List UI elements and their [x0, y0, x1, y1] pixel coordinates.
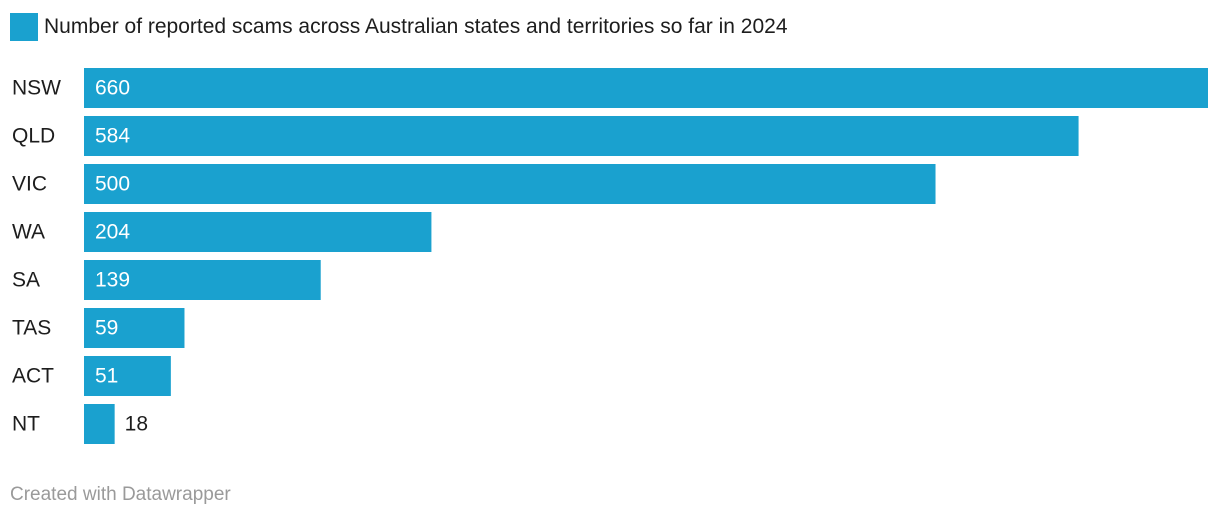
category-label: SA	[12, 269, 40, 292]
bar-nt	[84, 404, 115, 444]
chart-credit: Created with Datawrapper	[10, 484, 231, 505]
bar-nsw	[84, 68, 1208, 108]
value-label: 59	[95, 317, 118, 340]
bar-vic	[84, 164, 936, 204]
category-label: TAS	[12, 317, 51, 340]
bar-qld	[84, 116, 1079, 156]
category-label: NT	[12, 413, 40, 436]
value-label: 500	[95, 173, 130, 196]
value-label: 204	[95, 221, 130, 244]
legend-swatch	[10, 13, 38, 41]
category-label: NSW	[12, 77, 61, 100]
value-label: 18	[125, 413, 148, 436]
bar-act	[84, 356, 171, 396]
bar-sa	[84, 260, 321, 300]
bar-wa	[84, 212, 432, 252]
value-label: 584	[95, 125, 130, 148]
bar-chart: NSW 660 QLD 584 VIC 500 WA 204 SA 139 TAS 59 ACT 51 NT…	[12, 68, 1208, 444]
value-label: 139	[95, 269, 130, 292]
category-label: ACT	[12, 365, 54, 388]
value-label: 660	[95, 77, 130, 100]
category-label: WA	[12, 221, 45, 244]
legend-label: Number of reported scams across Australi…	[44, 15, 788, 38]
category-label: QLD	[12, 125, 55, 148]
legend: Number of reported scams across Australi…	[10, 12, 788, 42]
value-label: 51	[95, 365, 118, 388]
category-label: VIC	[12, 173, 47, 196]
bar-tas	[84, 308, 185, 348]
